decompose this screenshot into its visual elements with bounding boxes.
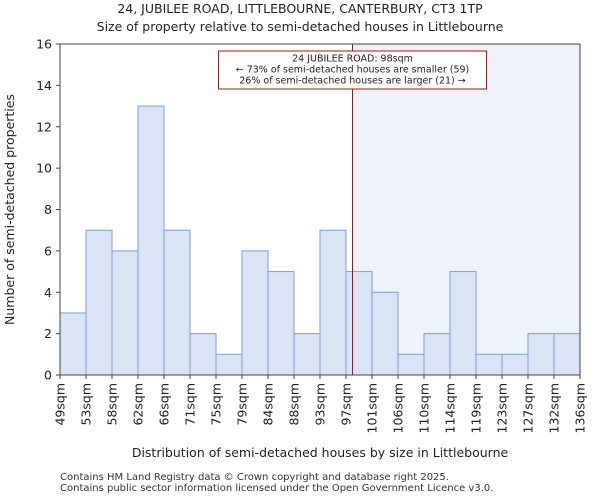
annotation-line-1: 24 JUBILEE ROAD: 98sqm [292,54,413,65]
x-axis-title: Distribution of semi-detached houses by … [132,445,509,460]
histogram-bar [163,229,191,376]
x-tick-label: 123sqm [495,383,510,433]
annotation-line-2: ← 73% of semi-detached houses are smalle… [236,65,470,76]
footer-attribution: Contains HM Land Registry data © Crown c… [60,472,493,494]
y-tick-label: 0 [44,368,52,383]
y-axis-title: Number of semi-detached properties [2,94,17,325]
x-tick-label: 71sqm [183,383,198,426]
x-tick-label: 110sqm [417,383,432,433]
y-tick-label: 14 [36,78,52,93]
histogram-bar [371,291,399,376]
chart-subtitle: Size of property relative to semi-detach… [96,19,504,34]
histogram-bar [111,250,139,376]
y-tick-label: 6 [44,243,52,258]
y-tick-label: 16 [36,37,52,52]
histogram-bar [501,353,529,376]
histogram-bar [553,333,581,376]
x-tick-label: 106sqm [391,383,406,433]
x-tick-label: 49sqm [53,383,68,426]
annotation-box [218,50,487,90]
histogram-bar [241,250,269,376]
y-tick-label: 12 [36,119,52,134]
y-tick-label: 10 [36,161,52,176]
x-tick-label: 132sqm [547,383,562,433]
histogram-bar [293,333,321,376]
histogram-bar [137,105,165,376]
histogram-bar [59,312,87,376]
x-tick-label: 114sqm [443,383,458,433]
histogram-bar [215,353,243,376]
histogram-bar [397,353,425,376]
x-tick-label: 84sqm [261,383,276,426]
x-tick-label: 66sqm [157,383,172,426]
histogram-bar [319,229,347,376]
x-tick-label: 88sqm [287,383,302,426]
footer-line-1: Contains HM Land Registry data © Crown c… [60,472,449,483]
y-tick-label: 8 [44,202,52,217]
x-tick-label: 75sqm [209,383,224,426]
y-tick-label: 2 [44,326,52,341]
histogram-bar [527,333,555,376]
x-tick-label: 127sqm [521,383,536,433]
x-tick-label: 97sqm [339,383,354,426]
histogram-bar [85,229,113,376]
histogram-bar [475,353,503,376]
x-tick-label: 58sqm [105,383,120,426]
histogram-bar [345,271,373,376]
histogram-bar [449,271,477,376]
histogram-bar [423,333,451,376]
y-tick-label: 4 [44,285,52,300]
x-tick-label: 101sqm [365,383,380,433]
x-tick-label: 62sqm [131,383,146,426]
histogram-bar [189,333,217,376]
chart-title: 24, JUBILEE ROAD, LITTLEBOURNE, CANTERBU… [117,1,483,16]
annotation-line-3: 26% of semi-detached houses are larger (… [239,76,466,87]
x-tick-label: 53sqm [79,383,94,426]
histogram-bar [267,271,295,376]
x-tick-label: 79sqm [235,383,250,426]
footer-line-2: Contains public sector information licen… [60,483,494,494]
x-tick-label: 93sqm [313,383,328,426]
x-tick-label: 119sqm [469,383,484,433]
x-tick-label: 136sqm [573,383,588,433]
